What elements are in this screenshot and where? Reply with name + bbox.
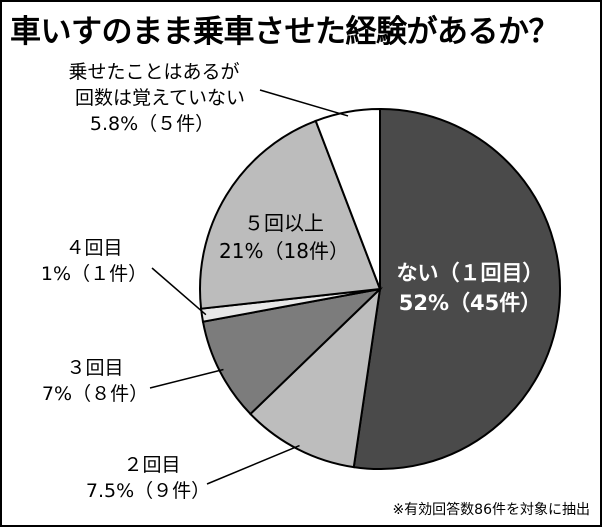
- slice-label-1: ２回目: [123, 454, 180, 476]
- pie-slice-2: [201, 287, 384, 416]
- chart-title: 車いすのまま乗車させた経験があるか？: [10, 14, 560, 50]
- slice-label-2: ３回目: [66, 357, 123, 379]
- slice-percent-4: 21%（18件）: [219, 239, 349, 263]
- slice-percent-3: 1%（１件）: [41, 263, 147, 285]
- leader-line-2: [149, 368, 224, 389]
- slice-percent-1: 7.5%（９件）: [86, 480, 210, 502]
- chart-note: ※有効回答数86件を対象に抽出: [392, 502, 590, 518]
- leader-line-5: [259, 89, 349, 117]
- slice-label-group-4: ５回以上 21%（18件）: [219, 211, 349, 263]
- slice-label-0: ない（１回目）: [397, 261, 544, 285]
- slice-label-5-line2: 回数は覚えていない: [75, 87, 245, 109]
- slice-label-5-line1: 乗せたことはあるが: [68, 61, 239, 83]
- leader-line-3: [151, 267, 207, 316]
- pie-slice-0: [352, 107, 561, 470]
- slice-label-group-2: ３回目 7%（８件）: [42, 357, 148, 405]
- slice-percent-5: 5.8%（５件）: [90, 113, 214, 135]
- leader-line-1: [206, 444, 300, 485]
- pie-slice-1: [249, 286, 382, 469]
- slice-label-group-0: ない（１回目） 52%（45件）: [397, 261, 544, 315]
- slice-label-4: ５回以上: [244, 211, 324, 235]
- slice-label-3: ４回目: [65, 237, 122, 259]
- pie-slice-4: [199, 119, 382, 310]
- slice-label-group-3: ４回目 1%（１件）: [41, 237, 147, 285]
- slice-label-group-1: ２回目 7.5%（９件）: [86, 454, 210, 502]
- slice-label-group-5: 乗せたことはあるが 回数は覚えていない 5.8%（５件）: [68, 61, 245, 135]
- slice-percent-2: 7%（８件）: [42, 383, 148, 405]
- slice-percent-0: 52%（45件）: [399, 291, 542, 315]
- pie-slice-5: [314, 107, 381, 290]
